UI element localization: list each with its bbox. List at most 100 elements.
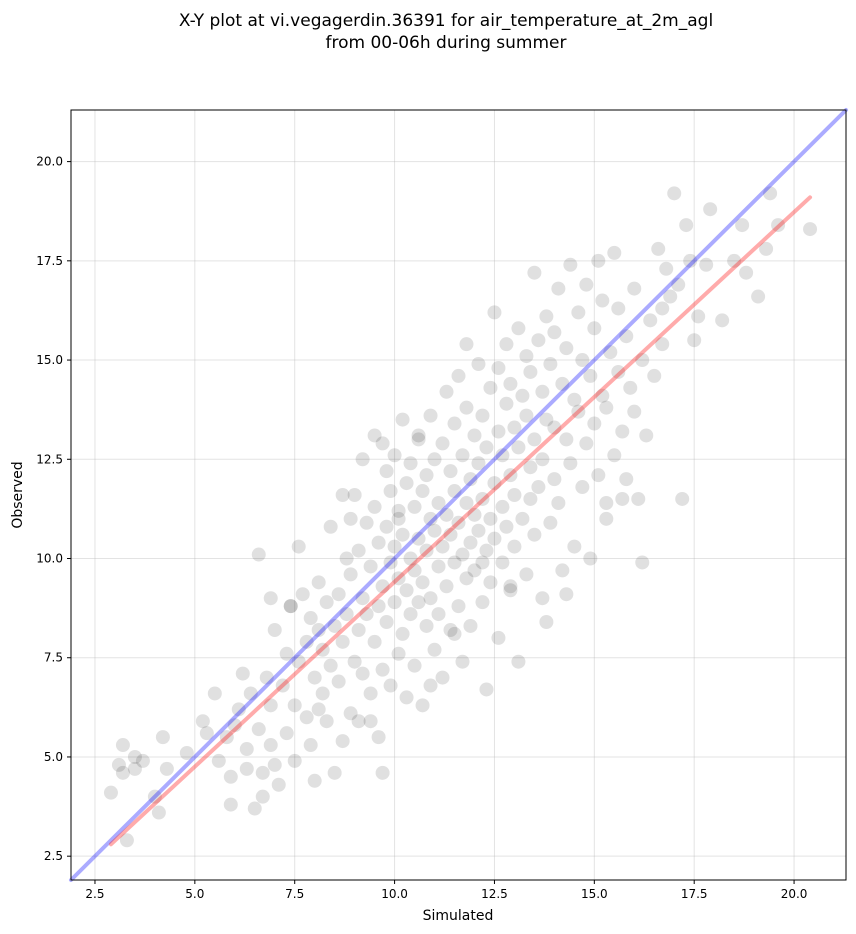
y-tick-label: 10.0: [36, 552, 63, 566]
scatter-point: [675, 491, 690, 506]
scatter-point: [247, 801, 262, 816]
scatter-point: [619, 472, 634, 487]
scatter-point: [447, 484, 462, 499]
scatter-point: [411, 595, 426, 610]
scatter-point: [491, 630, 506, 645]
scatter-point: [235, 666, 250, 681]
scatter-point: [571, 404, 586, 419]
scatter-point: [431, 607, 446, 622]
scatter-point: [511, 321, 526, 336]
scatter-point: [399, 476, 414, 491]
scatter-point: [275, 678, 290, 693]
scatter-point: [327, 765, 342, 780]
scatter-point: [531, 333, 546, 348]
scatter-point: [391, 511, 406, 526]
scatter-point: [403, 607, 418, 622]
scatter-point: [387, 595, 402, 610]
scatter-point: [519, 567, 534, 582]
scatter-point: [423, 678, 438, 693]
scatter-point: [735, 218, 750, 233]
scatter-point: [559, 432, 574, 447]
scatter-point: [547, 420, 562, 435]
scatter-point: [335, 734, 350, 749]
scatter-point: [635, 353, 650, 368]
scatter-point: [399, 583, 414, 598]
scatter-point: [431, 495, 446, 510]
scatter-point: [303, 611, 318, 626]
scatter-point: [415, 484, 430, 499]
scatter-point: [515, 511, 530, 526]
scatter-point: [159, 761, 174, 776]
y-tick-label: 20.0: [36, 155, 63, 169]
scatter-point: [603, 345, 618, 360]
scatter-point: [223, 797, 238, 812]
scatter-point: [599, 495, 614, 510]
scatter-point: [487, 305, 502, 320]
scatter-point: [199, 726, 214, 741]
scatter-point: [419, 543, 434, 558]
scatter-point: [371, 535, 386, 550]
scatter-point: [283, 599, 298, 614]
scatter-point: [239, 742, 254, 757]
scatter-point: [423, 591, 438, 606]
scatter-point: [335, 634, 350, 649]
scatter-point: [459, 571, 474, 586]
scatter-point: [487, 476, 502, 491]
scatter-point: [339, 551, 354, 566]
x-tick-label: 20.0: [781, 887, 808, 901]
scatter-point: [531, 480, 546, 495]
scatter-point: [435, 670, 450, 685]
scatter-point: [423, 511, 438, 526]
scatter-point: [127, 761, 142, 776]
scatter-point: [527, 265, 542, 280]
x-tick-label: 5.0: [185, 887, 204, 901]
scatter-point: [347, 654, 362, 669]
y-tick-label: 7.5: [44, 651, 63, 665]
scatter-point: [311, 702, 326, 717]
scatter-point: [759, 241, 774, 256]
scatter-point: [503, 583, 518, 598]
x-tick-label: 7.5: [285, 887, 304, 901]
scatter-point: [459, 495, 474, 510]
scatter-point: [355, 591, 370, 606]
scatter-point: [255, 789, 270, 804]
scatter-point: [111, 757, 126, 772]
scatter-point: [411, 428, 426, 443]
scatter-point: [343, 511, 358, 526]
scatter-point: [479, 682, 494, 697]
scatter-point: [331, 587, 346, 602]
scatter-point: [419, 468, 434, 483]
scatter-point: [655, 337, 670, 352]
scatter-point: [351, 714, 366, 729]
scatter-point: [475, 555, 490, 570]
scatter-point: [103, 785, 118, 800]
y-tick-label: 12.5: [36, 452, 63, 466]
scatter-point: [555, 376, 570, 391]
scatter-point: [619, 329, 634, 344]
scatter-point: [435, 436, 450, 451]
scatter-point: [403, 551, 418, 566]
scatter-point: [411, 432, 426, 447]
scatter-point: [559, 341, 574, 356]
scatter-point: [595, 388, 610, 403]
scatter-point: [231, 702, 246, 717]
y-tick-label: 2.5: [44, 849, 63, 863]
scatter-point: [363, 714, 378, 729]
scatter-point: [347, 488, 362, 502]
scatter-point: [591, 468, 606, 483]
scatter-point: [703, 202, 718, 217]
scatter-point: [291, 539, 306, 554]
scatter-point: [243, 686, 258, 701]
scatter-point: [491, 360, 506, 375]
scatter-point: [391, 646, 406, 661]
scatter-point: [463, 618, 478, 633]
scatter-point: [383, 484, 398, 499]
scatter-point: [315, 642, 330, 657]
scatter-point: [323, 519, 338, 534]
scatter-point: [455, 448, 470, 463]
scatter-point: [563, 257, 578, 272]
scatter-point: [371, 730, 386, 745]
scatter-point: [467, 428, 482, 443]
scatter-point: [475, 595, 490, 610]
scatter-point: [291, 654, 306, 669]
